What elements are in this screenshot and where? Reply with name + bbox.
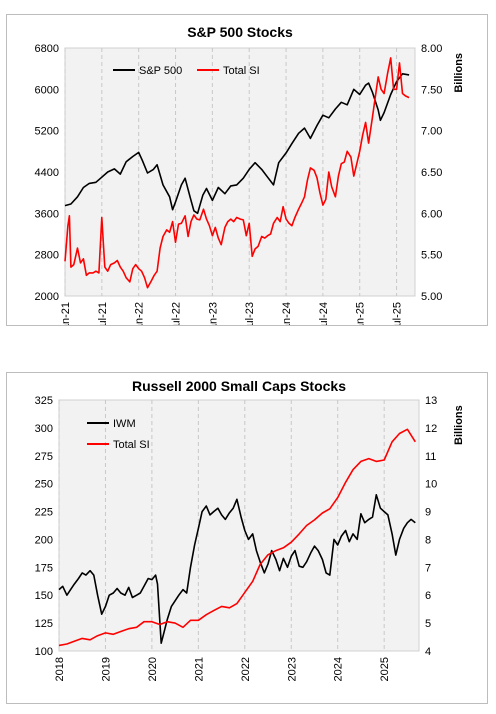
- y2-tick-label: 7.00: [421, 126, 442, 138]
- y-tick-label: 275: [35, 451, 53, 463]
- y2-tick-label: 6: [425, 590, 431, 602]
- y2-tick-label: 7.50: [421, 84, 442, 96]
- y-tick-label: 2000: [35, 291, 59, 303]
- y-tick-label: 225: [35, 507, 53, 519]
- y2-tick-label: 11: [425, 451, 436, 463]
- y2-tick-label: 5.00: [421, 291, 442, 303]
- y-tick-label: 6800: [35, 43, 59, 55]
- russell2000-chart: Russell 2000 Small Caps Stocks 2018 2019 20…: [35, 378, 465, 681]
- series-line-iwm: [58, 494, 416, 644]
- x-tick-label: 2022: [240, 657, 252, 681]
- series-line-total-si: [64, 57, 410, 289]
- sp500-chart-panel: S&P 500 Stocks Jan-21 Jul-21 Jan-22 Jul-22 Ja…: [6, 14, 488, 326]
- russell2000-chart-panel: Russell 2000 Small Caps Stocks 2018 2019 20…: [6, 372, 488, 704]
- series-line-total-si: [58, 428, 416, 647]
- x-tick-label: 2019: [100, 657, 112, 681]
- y-tick-label: 3600: [35, 208, 59, 220]
- y2-tick-label: 8.00: [421, 43, 442, 55]
- chart-title: Russell 2000 Small Caps Stocks: [132, 378, 346, 394]
- x-tick-label: 2024: [333, 657, 345, 681]
- y2-tick-label: 9: [425, 507, 431, 519]
- y-tick-label: 4400: [35, 167, 59, 179]
- y-tick-label: 325: [35, 395, 53, 407]
- y2-tick-label: 8: [425, 534, 431, 546]
- y-tick-label: 175: [35, 562, 53, 574]
- plot-area: [64, 47, 416, 297]
- y2-tick-label: 7: [425, 562, 431, 574]
- x-tick-label: Jul-23: [244, 302, 256, 325]
- y-tick-label: 5200: [35, 126, 59, 138]
- legend-label: IWM: [113, 418, 136, 430]
- y-tick-label: 200: [35, 534, 53, 546]
- sp500-chart: S&P 500 Stocks Jan-21 Jul-21 Jan-22 Jul-22 Ja…: [35, 24, 465, 325]
- x-tick-label: Jan-24: [281, 302, 293, 325]
- x-tick-label: 2023: [286, 657, 298, 681]
- legend-label: Total SI: [113, 439, 150, 451]
- x-tick-label: Jul-22: [171, 302, 183, 325]
- y-tick-label: 100: [35, 646, 53, 658]
- x-tick-label: Jul-24: [318, 302, 330, 325]
- x-tick-label: 2021: [193, 657, 205, 681]
- y2-tick-label: 13: [425, 395, 437, 407]
- x-tick-label: Jul-25: [392, 302, 404, 325]
- x-tick-label: Jan-22: [134, 302, 146, 325]
- y2-tick-label: 6.50: [421, 167, 442, 179]
- y-tick-label: 250: [35, 479, 53, 491]
- chart-title: S&P 500 Stocks: [187, 24, 293, 40]
- y2-tick-label: 12: [425, 423, 437, 435]
- y2-tick-label: 4: [425, 646, 431, 658]
- series-line-s-p-500: [64, 73, 410, 215]
- x-tick-label: 2020: [147, 657, 159, 681]
- legend-label: Total SI: [223, 65, 260, 77]
- plot-area: [58, 399, 420, 652]
- x-tick-label: 2018: [54, 657, 66, 681]
- y2-axis-label: Billions: [453, 53, 465, 93]
- y2-tick-label: 5.50: [421, 250, 442, 262]
- x-tick-label: Jan-21: [60, 302, 72, 325]
- x-tick-label: Jan-23: [207, 302, 219, 325]
- y2-tick-label: 5: [425, 618, 431, 630]
- x-tick-label: Jan-25: [355, 302, 367, 325]
- y-tick-label: 300: [35, 423, 53, 435]
- y2-tick-label: 6.00: [421, 208, 442, 220]
- y2-axis-label: Billions: [453, 405, 465, 445]
- y-tick-label: 150: [35, 590, 53, 602]
- y-tick-label: 2800: [35, 250, 59, 262]
- legend-label: S&P 500: [139, 65, 182, 77]
- x-tick-label: 2025: [379, 657, 391, 681]
- y2-tick-label: 10: [425, 479, 437, 491]
- y-tick-label: 6000: [35, 84, 59, 96]
- y-tick-label: 125: [35, 618, 53, 630]
- x-tick-label: Jul-21: [97, 302, 109, 325]
